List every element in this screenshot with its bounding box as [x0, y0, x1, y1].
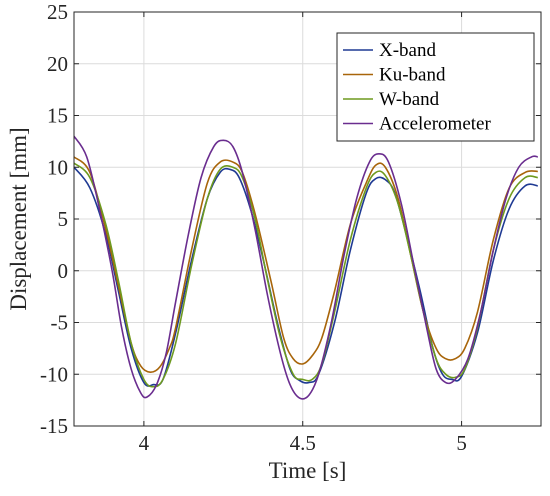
series-line-accelerometer: [74, 135, 538, 400]
y-tick-label: 5: [58, 207, 69, 231]
y-tick-label: -15: [40, 414, 68, 438]
series-line-ku-band: [74, 156, 538, 373]
plot-lines: [74, 135, 538, 400]
y-tick-label: 15: [47, 104, 68, 128]
y-tick-label: -10: [40, 362, 68, 386]
legend: X-band Ku-band W-band Accelerometer: [336, 32, 535, 142]
legend-label: W-band: [379, 89, 440, 110]
y-tick-label: 20: [47, 52, 68, 76]
series-line-x-band: [74, 166, 538, 387]
x-tick-label: 5: [456, 431, 467, 455]
y-tick-label: 0: [58, 259, 69, 283]
ticks: 4 4.5 5 -15 -10 -5 0 5 10 15 20 25: [40, 0, 541, 455]
legend-label: Accelerometer: [379, 114, 491, 135]
y-tick-label: -5: [51, 311, 69, 335]
y-axis-label: Displacement [mm]: [6, 127, 31, 310]
x-axis-label: Time [s]: [269, 458, 347, 483]
y-tick-label: 25: [47, 0, 68, 24]
legend-label: Ku-band: [379, 65, 446, 86]
x-tick-label: 4.5: [290, 431, 316, 455]
legend-label: X-band: [379, 40, 436, 61]
x-tick-label: 4: [139, 431, 150, 455]
y-tick-label: 10: [47, 155, 68, 179]
